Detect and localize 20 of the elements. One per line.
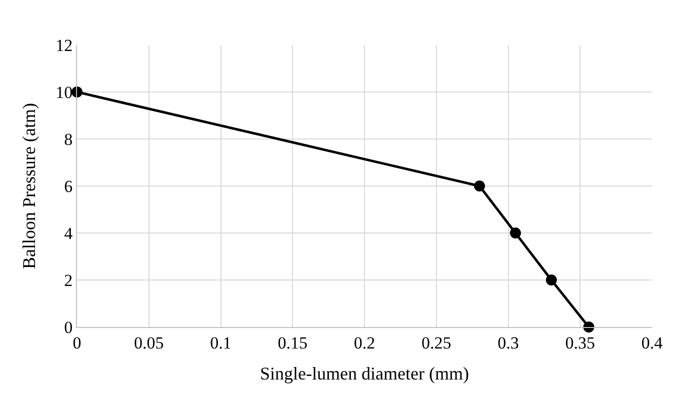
y-tick-label: 10 xyxy=(56,82,73,102)
point xyxy=(510,228,521,238)
y-tick-label: 6 xyxy=(64,176,73,196)
y-tick-label: 8 xyxy=(64,130,73,149)
y-axis-title: Balloon Pressure (atm) xyxy=(18,103,39,269)
x-tick-label: 0.4 xyxy=(641,333,664,352)
y-tick-label: 12 xyxy=(56,36,73,55)
x-axis-title: Single-lumen diameter (mm) xyxy=(260,364,469,384)
x-tick-label: 0.35 xyxy=(565,333,595,352)
x-tick-label: 0.25 xyxy=(422,333,452,352)
x-tick-label: 0.2 xyxy=(354,333,376,352)
x-tick-label: 0.05 xyxy=(134,333,164,352)
point xyxy=(474,180,485,192)
y-tick-label: 0 xyxy=(64,318,73,337)
point xyxy=(546,274,557,286)
y-tick-label: 2 xyxy=(64,270,73,290)
x-tick-label: 0.1 xyxy=(210,333,232,352)
x-tick-label: 0.15 xyxy=(278,333,308,352)
y-tick-label: 4 xyxy=(64,224,74,243)
x-tick-label: 0.3 xyxy=(498,333,519,352)
